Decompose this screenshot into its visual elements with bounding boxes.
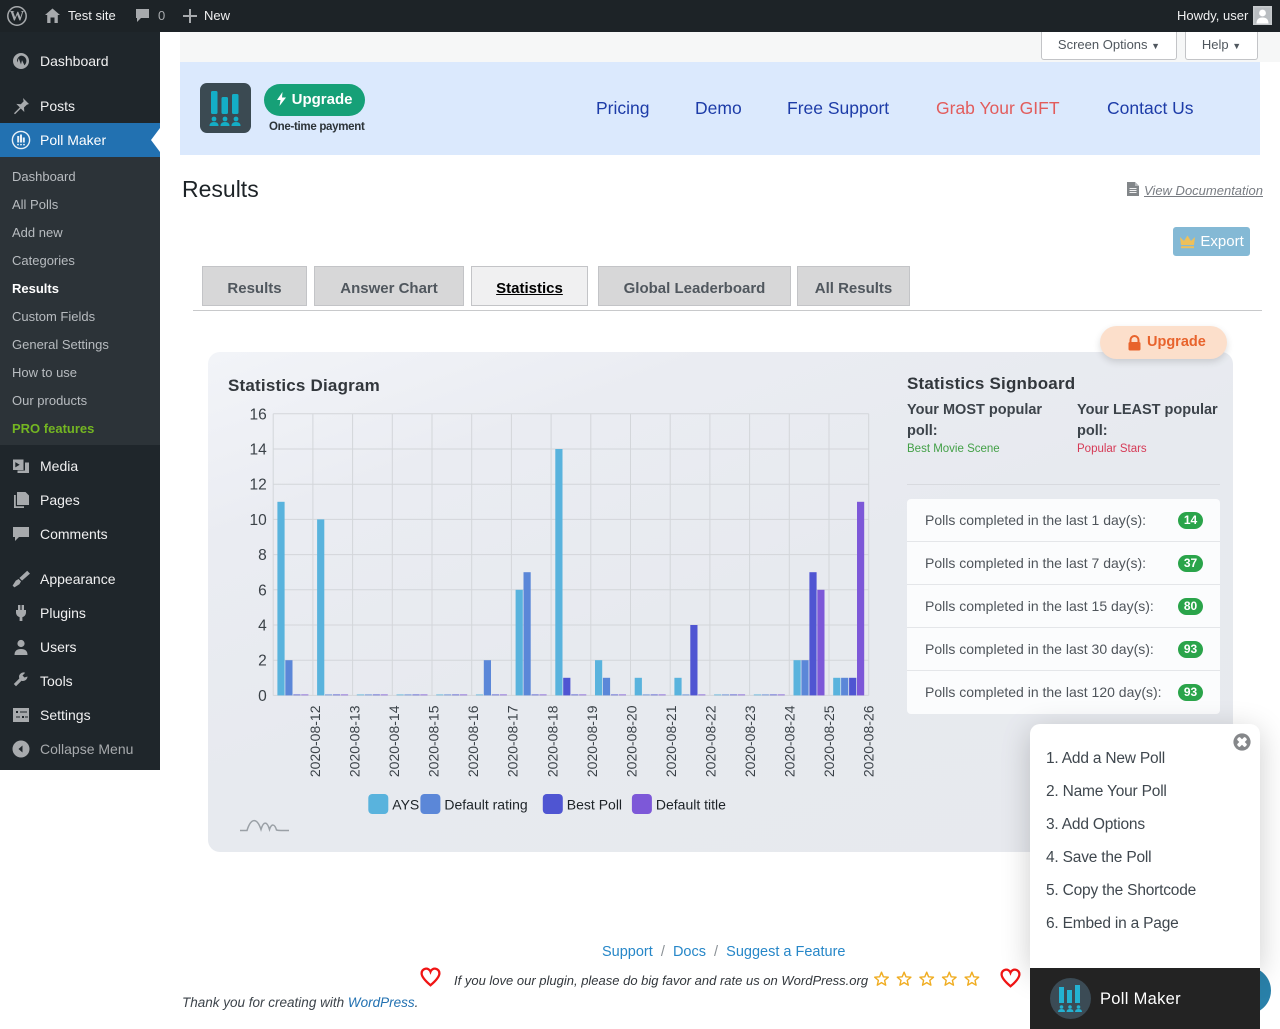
svg-text:2020-08-26: 2020-08-26 (861, 705, 877, 777)
svg-text:2020-08-17: 2020-08-17 (505, 705, 521, 777)
svg-text:2020-08-20: 2020-08-20 (623, 705, 639, 777)
svg-text:2020-08-15: 2020-08-15 (426, 705, 442, 777)
svg-text:6: 6 (258, 582, 267, 599)
svg-text:2020-08-13: 2020-08-13 (347, 705, 363, 777)
svg-text:4: 4 (258, 618, 267, 635)
svg-text:2020-08-25: 2020-08-25 (821, 705, 837, 777)
svg-text:2020-08-24: 2020-08-24 (782, 705, 798, 777)
svg-text:2020-08-16: 2020-08-16 (465, 705, 481, 777)
svg-text:2020-08-21: 2020-08-21 (663, 705, 679, 777)
svg-text:0: 0 (258, 688, 267, 705)
svg-text:2020-08-12: 2020-08-12 (307, 705, 323, 777)
svg-text:14: 14 (250, 442, 268, 459)
svg-text:2020-08-22: 2020-08-22 (703, 705, 719, 777)
svg-text:Statistics Diagram: Statistics Diagram (228, 376, 380, 395)
svg-text:Best Poll: Best Poll (567, 797, 622, 813)
svg-text:16: 16 (250, 406, 267, 423)
svg-text:12: 12 (250, 477, 267, 494)
svg-text:2020-08-14: 2020-08-14 (386, 705, 402, 777)
svg-text:2: 2 (258, 653, 267, 670)
svg-text:2020-08-23: 2020-08-23 (742, 705, 758, 777)
svg-text:8: 8 (258, 547, 267, 564)
svg-text:AYS: AYS (392, 797, 419, 813)
svg-text:2020-08-19: 2020-08-19 (584, 705, 600, 777)
svg-text:10: 10 (250, 512, 268, 529)
svg-text:W: W (10, 9, 25, 25)
svg-text:Default rating: Default rating (444, 797, 527, 813)
svg-text:Default title: Default title (656, 797, 726, 813)
svg-text:2020-08-18: 2020-08-18 (544, 705, 560, 777)
